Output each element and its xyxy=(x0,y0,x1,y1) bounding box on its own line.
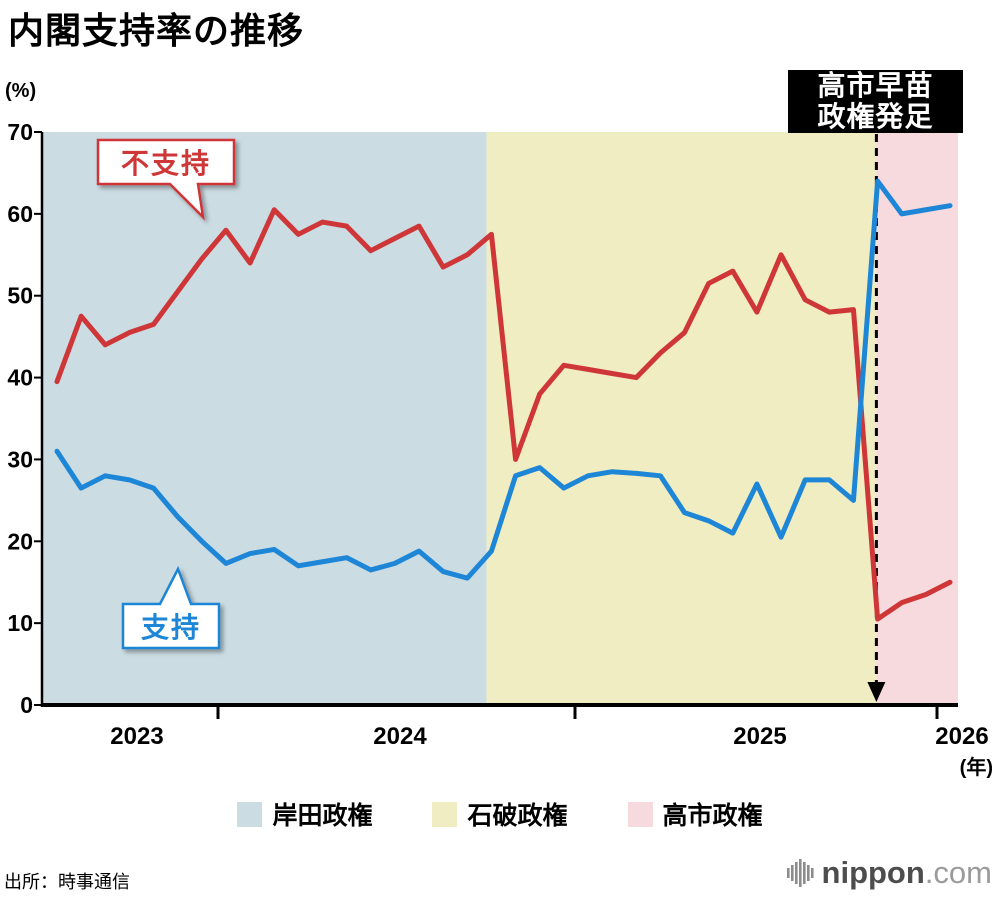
disapprove-line xyxy=(54,207,953,622)
waveform-bars-icon xyxy=(786,859,814,887)
legend-item-1: 石破政権 xyxy=(432,796,568,832)
legend-label: 高市政権 xyxy=(662,802,763,830)
x-tick-label: 2023 xyxy=(110,723,163,750)
y-tick-label: 70 xyxy=(7,119,33,145)
y-axis-unit-label: (%) xyxy=(5,80,37,102)
y-tick-label: 60 xyxy=(7,201,33,227)
disapprove-callout-bubble xyxy=(96,138,236,221)
approve-callout-label: 支持 xyxy=(140,612,201,643)
logo-name: nippon xyxy=(821,855,925,890)
legend: 岸田政権 石破政権 高市政権 xyxy=(0,796,1000,832)
approve-callout-bubble xyxy=(121,565,221,650)
y-tick-label: 20 xyxy=(7,528,33,554)
legend-label: 岸田政権 xyxy=(272,802,373,830)
era-band-0 xyxy=(42,132,487,705)
x-tick-label: 2025 xyxy=(733,723,786,750)
logo-text: nippon.com xyxy=(822,855,992,891)
x-tick-label: 2026 xyxy=(935,723,988,750)
y-tick-label: 50 xyxy=(7,283,33,309)
legend-swatch xyxy=(627,801,653,827)
legend-label: 石破政権 xyxy=(467,802,568,830)
era-band-2 xyxy=(876,132,958,705)
annotation-line1: 高市早苗 xyxy=(817,70,934,102)
y-tick-label: 30 xyxy=(7,446,33,472)
x-tick-label: 2024 xyxy=(373,723,427,750)
takaichi-cabinet-annotation: 高市早苗 政権発足 xyxy=(788,70,963,133)
logo-tld: .com xyxy=(924,855,992,890)
legend-swatch xyxy=(237,801,263,827)
disapprove-callout-label: 不支持 xyxy=(120,148,211,179)
nippon-logo[interactable]: nippon.com xyxy=(786,855,992,891)
source-credit: 出所：時事通信 xyxy=(4,872,130,892)
annotation-line2: 政権発足 xyxy=(817,100,934,132)
legend-swatch xyxy=(432,801,458,827)
era-band-1 xyxy=(486,132,877,705)
y-tick-label: 10 xyxy=(7,610,33,636)
annotation-arrowhead xyxy=(867,682,886,702)
x-axis-unit-label: (年) xyxy=(959,757,993,779)
legend-item-2: 高市政権 xyxy=(627,796,763,832)
y-tick-label: 40 xyxy=(7,365,33,391)
approve-line xyxy=(54,178,953,581)
legend-item-0: 岸田政権 xyxy=(237,796,372,832)
y-tick-label: 0 xyxy=(20,692,33,718)
page-title: 内閣支持率の推移 xyxy=(8,10,305,51)
